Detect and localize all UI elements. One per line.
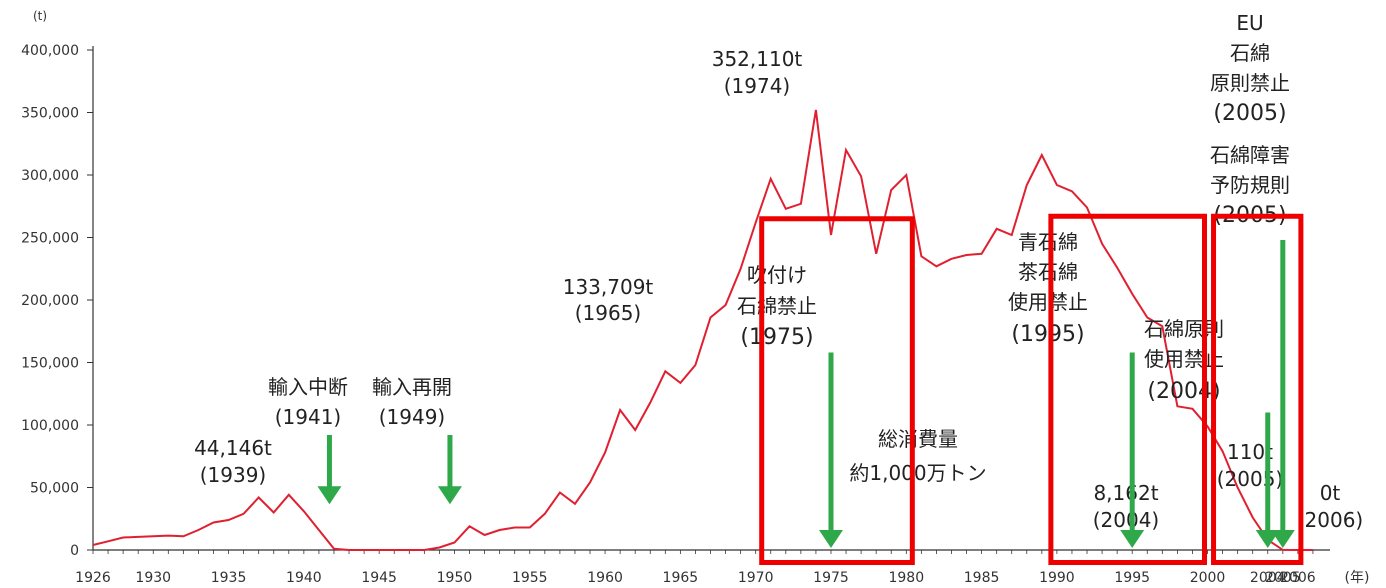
y-tick-label: 0 bbox=[70, 543, 79, 559]
svg-text:(2005): (2005) bbox=[1213, 101, 1286, 126]
import-stop-note: 輸入中断 (1941) bbox=[268, 375, 348, 429]
x-tick-label: 2000 bbox=[1190, 570, 1226, 586]
x-tick-label: 1960 bbox=[587, 570, 623, 586]
svg-text:(1974): (1974) bbox=[724, 74, 791, 98]
label-2006: 0t (2006) bbox=[1297, 481, 1364, 532]
svg-text:石綿禁止: 石綿禁止 bbox=[737, 294, 817, 318]
svg-text:輸入再開: 輸入再開 bbox=[372, 375, 452, 399]
svg-text:石綿障害: 石綿障害 bbox=[1210, 143, 1290, 167]
x-tick-label: 1970 bbox=[738, 570, 774, 586]
box-1975 bbox=[759, 216, 915, 565]
arrow-1975 bbox=[818, 352, 843, 548]
y-tick-label: 50,000 bbox=[30, 481, 79, 497]
consumption-line bbox=[92, 109, 1313, 551]
svg-text:(1965): (1965) bbox=[575, 301, 642, 325]
arrow-1941 bbox=[317, 435, 342, 505]
x-tick-label: 1995 bbox=[1114, 570, 1150, 586]
svg-text:(1939): (1939) bbox=[200, 463, 267, 487]
import-resume-note: 輸入再開 (1949) bbox=[372, 375, 452, 429]
svg-text:0t: 0t bbox=[1320, 481, 1341, 505]
svg-text:EU: EU bbox=[1236, 11, 1263, 35]
arrow-2004 bbox=[1255, 412, 1280, 548]
svg-text:(1995): (1995) bbox=[1011, 322, 1084, 347]
svg-text:使用禁止: 使用禁止 bbox=[1008, 290, 1088, 314]
svg-text:石綿原則: 石綿原則 bbox=[1144, 317, 1224, 341]
y-tick-label: 400,000 bbox=[21, 43, 79, 59]
x-tick-label: 1950 bbox=[437, 570, 473, 586]
y-tick-label: 350,000 bbox=[21, 106, 79, 122]
x-tick-label: 1990 bbox=[1039, 570, 1075, 586]
label-2005: 110t (2005) bbox=[1217, 440, 1284, 491]
x-tick-label: 2005 bbox=[1265, 570, 1301, 586]
principle-ban-note: 石綿原則 使用禁止 (2004) bbox=[1144, 317, 1224, 404]
svg-text:(2005): (2005) bbox=[1217, 467, 1284, 491]
svg-text:(1941): (1941) bbox=[275, 405, 342, 429]
svg-text:(2006): (2006) bbox=[1297, 508, 1364, 532]
x-tick-label: 1985 bbox=[964, 570, 1000, 586]
svg-text:(2004): (2004) bbox=[1093, 508, 1160, 532]
x-tick-label: 1940 bbox=[286, 570, 322, 586]
axes: 0 50,000 100,000 150,000 200,000 250,000 300,0… bbox=[21, 43, 1330, 586]
x-tick-label: 1965 bbox=[663, 570, 699, 586]
svg-text:133,709t: 133,709t bbox=[563, 275, 654, 299]
arrow-1949 bbox=[437, 435, 462, 505]
svg-text:茶石綿: 茶石綿 bbox=[1018, 260, 1078, 284]
svg-text:352,110t: 352,110t bbox=[712, 47, 803, 71]
blue-brown-ban-note: 青石綿 茶石綿 使用禁止 (1995) bbox=[1008, 230, 1088, 347]
svg-text:輸入中断: 輸入中断 bbox=[268, 375, 348, 399]
svg-text:約1,000万トン: 約1,000万トン bbox=[849, 461, 986, 485]
svg-text:総消費量: 総消費量 bbox=[878, 427, 958, 451]
svg-text:(2004): (2004) bbox=[1147, 379, 1220, 404]
label-1965: 133,709t (1965) bbox=[563, 275, 654, 325]
label-2004: 8,162t (2004) bbox=[1093, 481, 1160, 532]
x-tick-label: 1955 bbox=[512, 570, 548, 586]
arrows bbox=[317, 240, 1295, 548]
svg-text:予防規則: 予防規則 bbox=[1210, 173, 1290, 197]
svg-text:(1975): (1975) bbox=[740, 325, 813, 350]
box-2004-2005 bbox=[1211, 213, 1304, 565]
box-1995 bbox=[1048, 213, 1207, 565]
label-1939: 44,146t (1939) bbox=[194, 436, 272, 487]
total-consumption-note: 総消費量 約1,000万トン bbox=[849, 427, 986, 485]
svg-text:石綿: 石綿 bbox=[1230, 41, 1270, 65]
svg-text:青石綿: 青石綿 bbox=[1018, 230, 1078, 254]
x-tick-label: 1926 bbox=[75, 570, 111, 586]
y-axis-unit: (t) bbox=[33, 9, 47, 23]
x-tick-label: 1980 bbox=[888, 570, 924, 586]
svg-text:使用禁止: 使用禁止 bbox=[1144, 347, 1224, 371]
x-axis-unit: (年) bbox=[1345, 570, 1370, 586]
y-tick-label: 150,000 bbox=[21, 356, 79, 372]
x-tick-label: 1930 bbox=[135, 570, 171, 586]
x-tick-label: 2004 bbox=[1250, 570, 1286, 586]
arrow-1995 bbox=[1120, 352, 1145, 548]
svg-text:原則禁止: 原則禁止 bbox=[1210, 71, 1290, 95]
y-tick-label: 200,000 bbox=[21, 293, 79, 309]
y-tick-label: 100,000 bbox=[21, 418, 79, 434]
eu-ban-note: EU 石綿 原則禁止 (2005) bbox=[1210, 11, 1290, 126]
y-tick-label: 300,000 bbox=[21, 168, 79, 184]
arrow-2005 bbox=[1270, 240, 1295, 548]
svg-text:(1949): (1949) bbox=[379, 405, 446, 429]
x-tick-label: 1975 bbox=[813, 570, 849, 586]
peak-label: 352,110t (1974) bbox=[712, 47, 803, 98]
highlight-boxes bbox=[759, 213, 1304, 565]
svg-text:44,146t: 44,146t bbox=[194, 436, 272, 460]
x-tick-label: 1935 bbox=[211, 570, 247, 586]
spray-ban-note: 吹付け 石綿禁止 (1975) bbox=[737, 263, 817, 350]
y-tick-label: 250,000 bbox=[21, 231, 79, 247]
svg-text:吹付け: 吹付け bbox=[747, 263, 807, 287]
x-tick-label: 1945 bbox=[361, 570, 397, 586]
svg-text:8,162t: 8,162t bbox=[1093, 481, 1158, 505]
x-tick-label: 2006 bbox=[1280, 570, 1316, 586]
